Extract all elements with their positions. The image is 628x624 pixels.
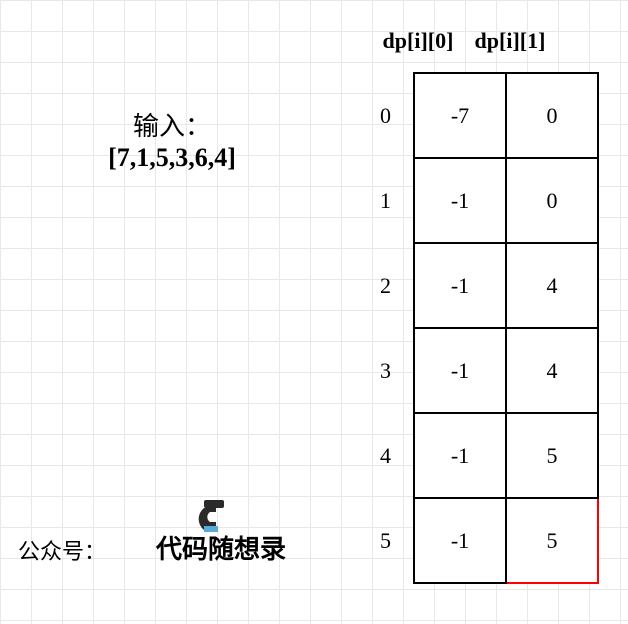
dp-table: 0-701-102-143-144-155-15: [372, 72, 599, 584]
table-cell: -1: [414, 498, 506, 583]
table-row: 3-14: [372, 328, 598, 413]
input-block: 输入： [7,1,5,3,6,4]: [42, 106, 302, 173]
row-index: 0: [372, 73, 414, 158]
row-index: 4: [372, 413, 414, 498]
table-cell: -1: [414, 243, 506, 328]
column-headers: dp[i][0] dp[i][1]: [372, 28, 556, 54]
table-row: 1-10: [372, 158, 598, 243]
table-cell: 5: [506, 413, 598, 498]
table-row: 4-15: [372, 413, 598, 498]
logo-icon: [198, 496, 234, 532]
table-cell: 0: [506, 73, 598, 158]
row-index: 2: [372, 243, 414, 328]
table-cell: -7: [414, 73, 506, 158]
table-cell: 5: [506, 498, 598, 583]
table-row: 5-15: [372, 498, 598, 583]
table-cell: -1: [414, 413, 506, 498]
table-cell: -1: [414, 328, 506, 413]
credit-brand: 代码随想录: [156, 529, 286, 566]
credit-block: 公众号： 代码随想录: [18, 528, 286, 566]
input-array: [7,1,5,3,6,4]: [42, 143, 302, 173]
dp-table-wrap: 0-701-102-143-144-155-15: [372, 72, 599, 584]
table-cell: -1: [414, 158, 506, 243]
input-title: 输入：: [42, 106, 302, 143]
table-row: 0-70: [372, 73, 598, 158]
table-cell: 0: [506, 158, 598, 243]
row-index: 3: [372, 328, 414, 413]
table-row: 2-14: [372, 243, 598, 328]
column-header-0: dp[i][0]: [372, 28, 464, 54]
credit-label: 公众号：: [18, 534, 106, 566]
table-cell: 4: [506, 328, 598, 413]
table-cell: 4: [506, 243, 598, 328]
column-header-1: dp[i][1]: [464, 28, 556, 54]
row-index: 5: [372, 498, 414, 583]
dp-table-body: 0-701-102-143-144-155-15: [372, 73, 598, 583]
row-index: 1: [372, 158, 414, 243]
